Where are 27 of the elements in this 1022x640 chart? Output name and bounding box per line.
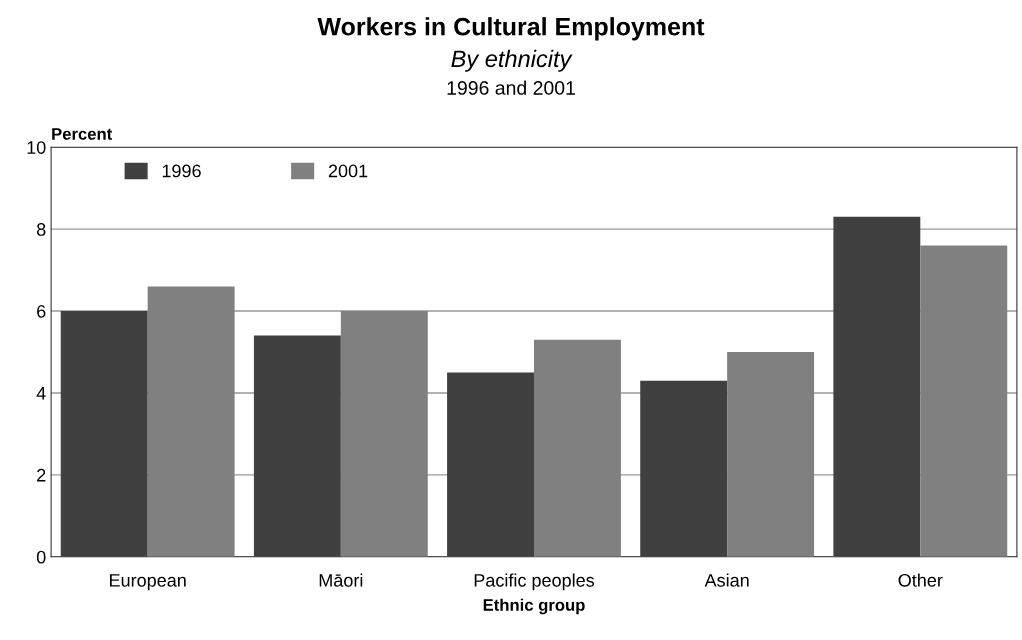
bar xyxy=(727,352,815,557)
bar xyxy=(640,380,728,557)
bar xyxy=(147,286,235,557)
bar xyxy=(533,339,621,557)
x-tick-label: Other xyxy=(898,573,943,587)
y-axis-title: Percent xyxy=(52,128,113,140)
x-axis-title: Ethnic group xyxy=(483,598,585,615)
x-tick-label: Asian xyxy=(704,573,749,587)
bar xyxy=(253,335,341,557)
y-tick-label: 6 xyxy=(37,304,46,318)
bar xyxy=(340,311,428,557)
chart-subtitle: By ethnicity 1996 and 2001 xyxy=(447,49,575,95)
bar xyxy=(833,216,921,557)
legend-label: 1996 xyxy=(162,164,201,178)
y-tick-label: 8 xyxy=(36,223,46,236)
x-tick-label: European xyxy=(110,574,186,591)
y-tick-label: 0 xyxy=(36,550,46,564)
y-tick-label: 2 xyxy=(37,468,46,482)
chart-title: Workers in Cultural Employment xyxy=(317,17,705,41)
y-tick-label: 4 xyxy=(36,387,46,400)
bar xyxy=(920,245,1008,557)
x-tick-label: Māori xyxy=(319,573,363,587)
y-tick-label: 10 xyxy=(27,141,46,154)
x-tick-label: Pacific peoples xyxy=(474,573,595,591)
legend-label: 2001 xyxy=(328,164,368,178)
bar xyxy=(447,372,534,557)
bar xyxy=(60,311,148,557)
